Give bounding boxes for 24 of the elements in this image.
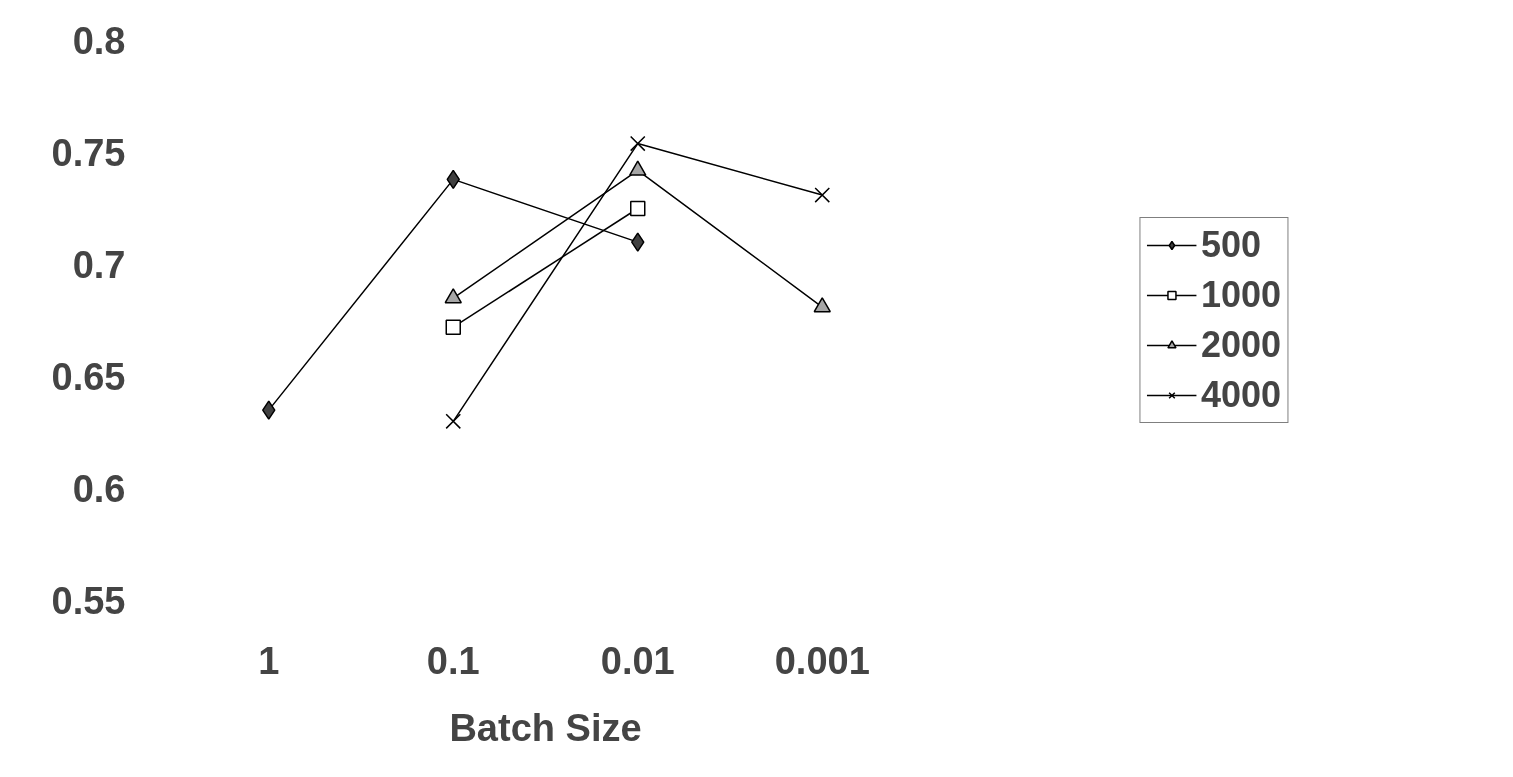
y-tick-label: 0.6 (72, 468, 126, 510)
point (445, 413, 462, 430)
point (630, 200, 646, 217)
x-tick-label: 0.001 (774, 639, 870, 682)
y-tick-label: 0.8 (72, 20, 126, 62)
y-tick-label: 0.55 (51, 580, 126, 622)
y-tick-label: 0.65 (51, 356, 126, 398)
y-tick-label: 0.7 (72, 244, 126, 286)
x-tick-label: 0.01 (600, 639, 675, 682)
legend-label: 4000 (1200, 374, 1282, 416)
legend-label: 2000 (1200, 324, 1282, 366)
point (814, 187, 831, 203)
x-tick-label: 0.1 (426, 639, 480, 682)
point (262, 400, 276, 420)
legend-label: 500 (1200, 224, 1262, 266)
y-tick-label: 0.75 (51, 132, 126, 174)
point (629, 135, 646, 152)
point (813, 297, 831, 313)
x-axis-title: Batch Size (449, 706, 642, 749)
x-tick-label: 1 (258, 639, 280, 682)
point (444, 288, 462, 304)
point (445, 319, 461, 335)
legend-label: 1000 (1200, 274, 1282, 316)
point (631, 232, 645, 252)
